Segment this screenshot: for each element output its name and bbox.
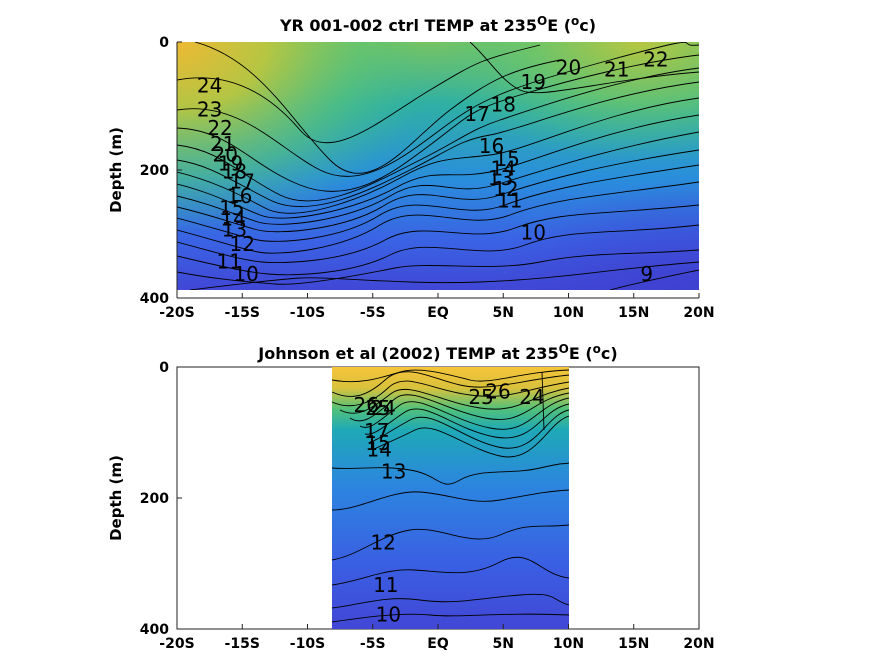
top-y-axis-label: Depth (m) bbox=[107, 127, 125, 213]
bottom-contour-label: 12 bbox=[370, 530, 395, 554]
bottom-contour-label: 14 bbox=[367, 437, 392, 461]
bottom-temperature-field bbox=[332, 367, 569, 629]
top-x-tick-label: 10N bbox=[553, 305, 584, 321]
top-x-tick-label: -5S bbox=[360, 305, 386, 321]
top-contour-label: 15 bbox=[494, 147, 519, 171]
top-contour-label: 11 bbox=[216, 249, 241, 273]
bottom-contour-label: 17 bbox=[364, 419, 389, 443]
top-contour-label: 18 bbox=[491, 93, 516, 117]
top-contour-label: 22 bbox=[643, 48, 668, 72]
top-y-tick-labels: 0 200 400 bbox=[140, 35, 182, 307]
top-contour-label: 9 bbox=[640, 262, 653, 286]
bottom-x-tick-label: 15N bbox=[618, 636, 649, 652]
top-contour-label: 19 bbox=[218, 151, 243, 175]
bottom-contour-lines bbox=[332, 369, 569, 623]
top-contour-label: 21 bbox=[210, 132, 235, 156]
bottom-x-tick-label: EQ bbox=[427, 636, 449, 652]
bottom-y-tick-label: 0 bbox=[159, 360, 169, 376]
top-x-tick-label: 20N bbox=[683, 305, 714, 321]
top-contour-label: 20 bbox=[556, 55, 581, 79]
top-contour-lines bbox=[177, 42, 699, 290]
bottom-contour-label: 25 bbox=[365, 396, 390, 420]
top-contour-label: 13 bbox=[222, 217, 247, 241]
top-contour-labels: 2423222120191817161514131211102221201918… bbox=[197, 48, 669, 286]
bottom-x-tick-labels: -20S -15S -10S -5S EQ 5N 10N 15N 20N bbox=[159, 624, 715, 652]
bottom-contour-label: 13 bbox=[381, 460, 406, 484]
top-contour-label: 14 bbox=[220, 206, 245, 230]
top-chart-title: YR 001-002 ctrl TEMP at 235OE (oc) bbox=[279, 14, 596, 35]
bottom-x-tick-label: -15S bbox=[225, 636, 260, 652]
top-contour-label: 16 bbox=[227, 184, 252, 208]
top-contour-label: 16 bbox=[479, 134, 504, 158]
top-contour-label: 24 bbox=[197, 73, 222, 97]
bottom-y-tick-label: 200 bbox=[140, 491, 169, 507]
bottom-contour-label: 11 bbox=[373, 573, 398, 597]
top-x-tick-label: -20S bbox=[159, 305, 194, 321]
bottom-x-tick-label: 20N bbox=[683, 636, 714, 652]
bottom-x-tick-label: 10N bbox=[553, 636, 584, 652]
bottom-y-tick-labels: 0 200 400 bbox=[140, 360, 182, 638]
bottom-contour-label: 26 bbox=[485, 380, 510, 404]
bottom-x-tick-label: -10S bbox=[290, 636, 325, 652]
top-contour-label: 12 bbox=[230, 232, 255, 256]
top-chart-panel: YR 001-002 ctrl TEMP at 235OE (oc) bbox=[107, 14, 715, 321]
bottom-y-tick-label: 400 bbox=[140, 622, 169, 638]
top-x-tick-label: EQ bbox=[427, 305, 449, 321]
top-x-tick-label: 5N bbox=[493, 305, 514, 321]
top-contour-label: 17 bbox=[464, 102, 489, 126]
top-contour-label: 12 bbox=[493, 177, 518, 201]
bottom-contour-label: 24 bbox=[519, 385, 544, 409]
bottom-contour-label: 10 bbox=[376, 602, 401, 626]
bottom-contour-label: 25 bbox=[468, 385, 493, 409]
top-contour-label: 23 bbox=[197, 98, 222, 122]
bottom-x-tick-label: -5S bbox=[360, 636, 386, 652]
top-contour-label: 22 bbox=[207, 116, 232, 140]
bottom-x-tick-label: 5N bbox=[493, 636, 514, 652]
top-x-tick-label: -15S bbox=[225, 305, 260, 321]
bottom-contour-label: 15 bbox=[365, 431, 390, 455]
top-y-tick-label: 400 bbox=[140, 291, 169, 307]
top-contour-label: 11 bbox=[497, 189, 522, 213]
top-x-tick-label: -10S bbox=[290, 305, 325, 321]
top-contour-label: 18 bbox=[222, 160, 247, 184]
top-contour-label: 15 bbox=[219, 196, 244, 220]
top-contour-label: 19 bbox=[521, 70, 546, 94]
bottom-contour-label: 24 bbox=[370, 396, 395, 420]
top-contour-label: 10 bbox=[233, 262, 258, 286]
top-contour-label: 14 bbox=[491, 157, 516, 181]
top-temperature-field bbox=[177, 42, 699, 290]
bottom-y-axis-label: Depth (m) bbox=[107, 455, 125, 541]
top-contour-label: 17 bbox=[230, 169, 255, 193]
bottom-x-tick-label: -20S bbox=[159, 636, 194, 652]
top-x-tick-labels: -20S -15S -10S -5S EQ 5N 10N 15N 20N bbox=[159, 293, 715, 321]
bottom-contour-label: 26 bbox=[353, 393, 378, 417]
top-contour-label: 20 bbox=[213, 142, 238, 166]
top-contour-label: 21 bbox=[604, 57, 629, 81]
top-contour-label: 10 bbox=[521, 221, 546, 245]
top-y-tick-label: 0 bbox=[159, 35, 169, 51]
bottom-chart-panel: Johnson et al (2002) TEMP at 235OE (oc) bbox=[107, 342, 715, 652]
bottom-chart-title: Johnson et al (2002) TEMP at 235OE (oc) bbox=[257, 342, 617, 363]
top-contour-label: 13 bbox=[488, 166, 513, 190]
top-x-tick-label: 15N bbox=[618, 305, 649, 321]
top-y-tick-label: 200 bbox=[140, 163, 169, 179]
